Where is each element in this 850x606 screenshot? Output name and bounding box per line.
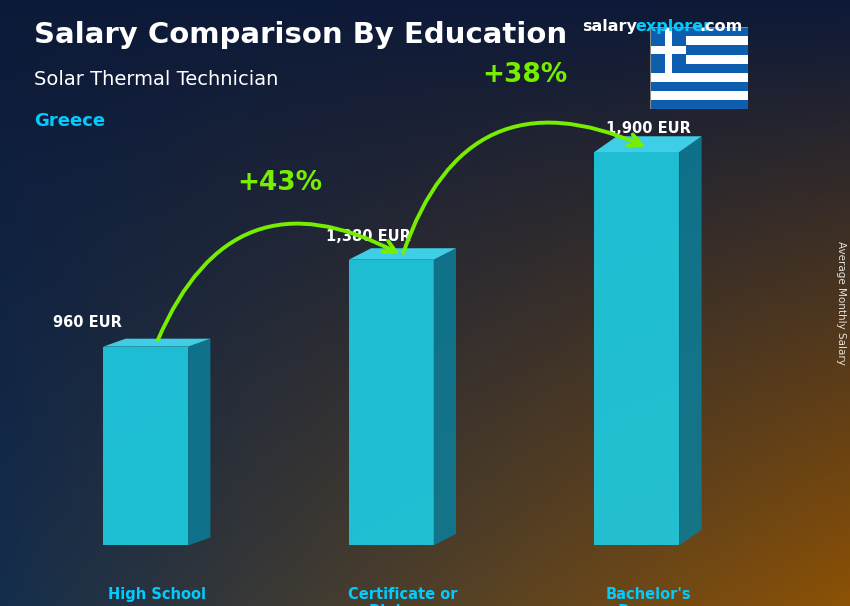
Text: Salary Comparison By Education: Salary Comparison By Education bbox=[34, 21, 567, 49]
Polygon shape bbox=[679, 136, 701, 545]
Text: +43%: +43% bbox=[237, 170, 322, 196]
Text: explorer: explorer bbox=[635, 19, 711, 35]
Text: 1,900 EUR: 1,900 EUR bbox=[605, 121, 690, 136]
Bar bbox=[650, 73, 748, 82]
Bar bbox=[650, 100, 748, 109]
Bar bbox=[650, 27, 748, 36]
Text: +38%: +38% bbox=[483, 62, 568, 88]
Bar bbox=[650, 27, 687, 73]
Bar bbox=[650, 46, 687, 54]
Bar bbox=[650, 36, 748, 45]
Polygon shape bbox=[594, 136, 701, 152]
Polygon shape bbox=[434, 248, 456, 545]
Text: Average Monthly Salary: Average Monthly Salary bbox=[836, 241, 846, 365]
Text: 960 EUR: 960 EUR bbox=[54, 315, 122, 330]
Text: salary: salary bbox=[582, 19, 638, 35]
Text: Solar Thermal Technician: Solar Thermal Technician bbox=[34, 70, 278, 88]
FancyBboxPatch shape bbox=[594, 152, 679, 545]
Text: High School: High School bbox=[108, 587, 206, 602]
Text: 1,380 EUR: 1,380 EUR bbox=[326, 229, 411, 244]
Polygon shape bbox=[348, 248, 456, 259]
Text: .com: .com bbox=[700, 19, 743, 35]
Polygon shape bbox=[188, 339, 211, 545]
Bar bbox=[650, 64, 748, 73]
Bar bbox=[665, 27, 672, 73]
FancyBboxPatch shape bbox=[348, 259, 434, 545]
Bar bbox=[650, 82, 748, 91]
Text: Certificate or
Diploma: Certificate or Diploma bbox=[348, 587, 457, 606]
Bar bbox=[650, 45, 748, 55]
Polygon shape bbox=[103, 339, 211, 347]
Bar bbox=[650, 55, 748, 64]
Bar bbox=[650, 91, 748, 100]
FancyBboxPatch shape bbox=[103, 347, 188, 545]
Text: Bachelor's
Degree: Bachelor's Degree bbox=[605, 587, 691, 606]
Text: Greece: Greece bbox=[34, 112, 105, 130]
